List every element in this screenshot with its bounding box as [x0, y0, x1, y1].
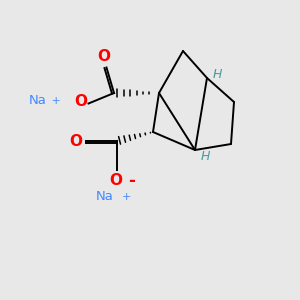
Text: +: +: [122, 191, 131, 202]
Text: Na: Na: [96, 190, 114, 203]
Text: O: O: [74, 94, 87, 110]
Text: Na: Na: [28, 94, 46, 107]
Text: O: O: [70, 134, 83, 148]
Text: H: H: [212, 68, 222, 82]
Text: +: +: [48, 95, 61, 106]
Text: H: H: [200, 149, 210, 163]
Text: O: O: [109, 173, 122, 188]
Text: -: -: [128, 172, 135, 190]
Text: O: O: [97, 49, 110, 64]
